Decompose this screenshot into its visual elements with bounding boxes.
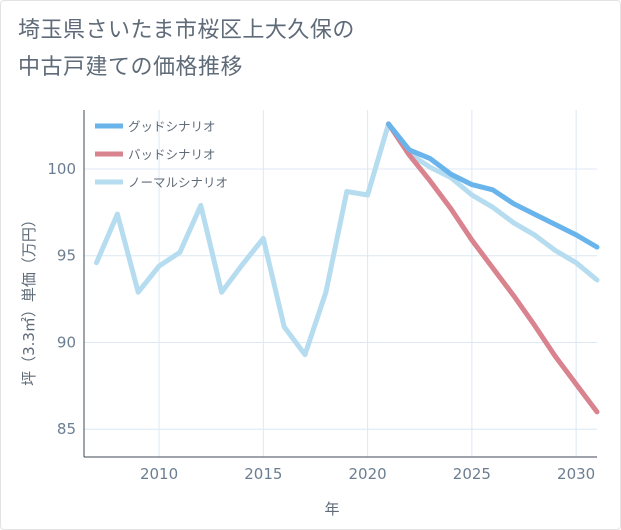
series-lines <box>94 121 600 415</box>
x-tick-label-2030: 2030 <box>557 465 595 483</box>
tick-labels: 2010 2015 2020 2025 2030 85 90 95 100 <box>47 160 595 483</box>
x-tick-label-2010: 2010 <box>140 465 178 483</box>
x-axis-title: 年 <box>324 500 339 518</box>
series-line-good <box>386 121 600 250</box>
y-tick-label-100: 100 <box>47 160 76 178</box>
x-tick-label-2015: 2015 <box>244 465 282 483</box>
legend-label-good: グッドシナリオ <box>128 119 216 134</box>
series-line-normal <box>94 121 600 358</box>
y-tick-label-95: 95 <box>57 247 76 265</box>
chart-title: 埼玉県さいたま市桜区上大久保の 中古戸建ての価格推移 <box>18 12 355 86</box>
x-tick-label-2020: 2020 <box>349 465 387 483</box>
axes <box>83 110 597 458</box>
grid <box>84 110 597 457</box>
y-tick-label-85: 85 <box>57 420 76 438</box>
legend-label-bad: バッドシナリオ <box>128 147 216 162</box>
legend-label-normal: ノーマルシナリオ <box>128 175 228 190</box>
y-tick-label-90: 90 <box>57 333 76 351</box>
x-tick-label-2025: 2025 <box>453 465 491 483</box>
series-line-bad <box>386 121 600 415</box>
y-axis-title: 坪（3.3㎡）単価（万円） <box>20 212 38 386</box>
chart-title-line1: 埼玉県さいたま市桜区上大久保の <box>18 18 355 43</box>
chart-title-line2: 中古戸建ての価格推移 <box>18 55 244 80</box>
